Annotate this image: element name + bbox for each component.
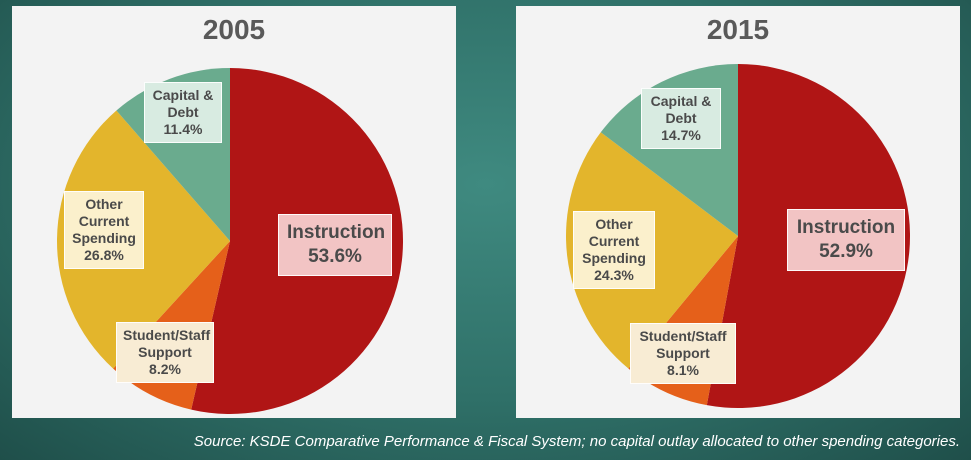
- data-label-category: Student/Staff Support: [123, 327, 211, 360]
- chart-title-2015: 2015: [706, 14, 770, 45]
- data-label-category: Other Current Spending: [72, 196, 136, 246]
- data-label-value: 8.1%: [667, 362, 699, 378]
- data-label-2015-instruction: Instruction 52.9%: [787, 209, 905, 271]
- data-label-value: 52.9%: [819, 241, 873, 262]
- data-label-value: 14.7%: [661, 127, 701, 143]
- data-label-value: 8.2%: [149, 361, 181, 377]
- pie-chart-2005-panel: 2005 Instruction 53.6% Student/Staff Suppor…: [12, 6, 456, 418]
- data-label-category: Student/Staff Support: [639, 328, 727, 361]
- data-label-value: 26.8%: [84, 247, 124, 263]
- data-label-category: Other Current Spending: [582, 216, 646, 266]
- data-label-2015-other-current-spending: Other Current Spending 24.3%: [573, 211, 655, 289]
- data-label-category: Instruction: [796, 217, 896, 238]
- data-label-value: 11.4%: [163, 121, 203, 137]
- data-label-category: Instruction: [287, 222, 386, 243]
- chart-title-2005: 2005: [202, 14, 266, 45]
- data-label-2015-student-staff-support: Student/Staff Support 8.1%: [630, 323, 736, 384]
- source-note: Source: KSDE Comparative Performance & F…: [193, 433, 960, 450]
- data-label-2005-instruction: Instruction 53.6%: [278, 214, 392, 276]
- data-label-value: 53.6%: [308, 246, 362, 267]
- data-label-2005-other-current-spending: Other Current Spending 26.8%: [64, 191, 144, 269]
- data-label-2005-capital-debt: Capital & Debt 11.4%: [144, 82, 222, 143]
- data-label-value: 24.3%: [594, 267, 634, 283]
- data-label-category: Capital & Debt: [650, 93, 712, 126]
- data-label-2015-capital-debt: Capital & Debt 14.7%: [641, 88, 721, 149]
- data-label-category: Capital & Debt: [152, 87, 214, 120]
- data-label-2005-student-staff-support: Student/Staff Support 8.2%: [116, 322, 214, 383]
- pie-chart-2015-panel: 2015 Instruction 52.9% Student/Staff Suppor…: [516, 6, 960, 418]
